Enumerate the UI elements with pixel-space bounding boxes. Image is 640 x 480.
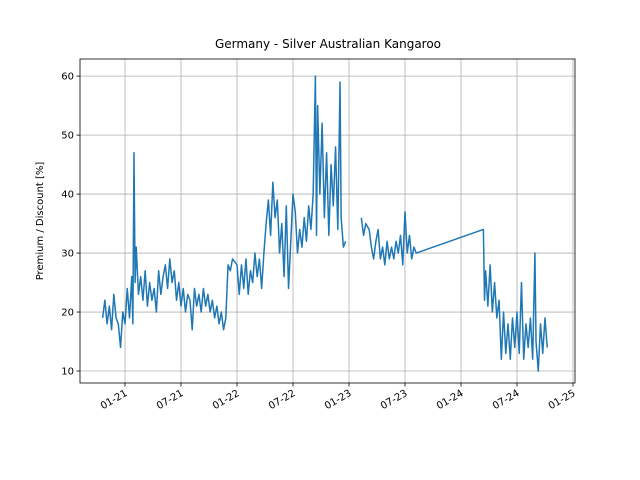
axes-frame <box>79 58 576 384</box>
y-tick-label: 20 <box>61 308 74 319</box>
y-axis-label: Premium / Discount [%] <box>35 162 46 281</box>
data-line <box>101 75 548 372</box>
y-tick-label: 30 <box>61 249 74 260</box>
y-tick-label: 10 <box>61 367 74 378</box>
y-tick-label: 50 <box>61 131 74 142</box>
chart-title: Germany - Silver Australian Kangaroo <box>215 37 441 51</box>
y-tick-label: 60 <box>61 72 74 83</box>
y-tick-label: 40 <box>61 190 74 201</box>
